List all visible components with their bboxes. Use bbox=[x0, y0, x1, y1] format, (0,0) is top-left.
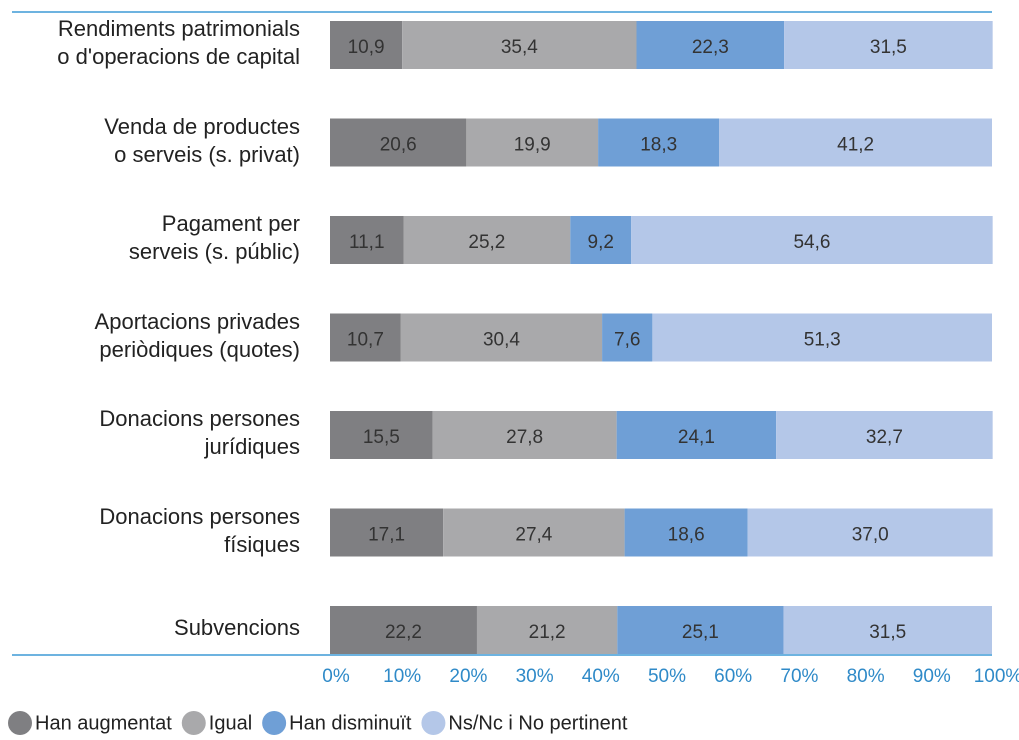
value-label: 31,5 bbox=[870, 37, 907, 58]
bar-segment bbox=[330, 313, 401, 362]
value-label: 22,2 bbox=[385, 622, 422, 643]
bar-segment bbox=[636, 21, 785, 69]
value-label: 31,5 bbox=[869, 622, 906, 643]
bar-segment bbox=[330, 508, 444, 557]
bar-segment bbox=[400, 313, 603, 362]
value-label: 24,1 bbox=[678, 427, 715, 448]
bar-segment bbox=[652, 313, 992, 362]
value-label: 15,5 bbox=[363, 427, 400, 448]
legend-label: Igual bbox=[209, 712, 252, 734]
x-tick-label: 0% bbox=[322, 666, 350, 687]
legend-marker bbox=[421, 711, 446, 735]
legend-label: Han disminuït bbox=[289, 712, 412, 734]
bar-segment bbox=[616, 411, 777, 459]
value-label: 25,1 bbox=[682, 622, 719, 643]
value-label: 18,3 bbox=[640, 135, 677, 156]
value-label: 17,1 bbox=[368, 525, 405, 546]
legend-marker bbox=[8, 711, 32, 735]
x-tick-label: 40% bbox=[582, 666, 620, 687]
bar-segment bbox=[783, 606, 992, 654]
value-label: 37,0 bbox=[852, 525, 889, 546]
category-label: Venda de productes o serveis (s. privat) bbox=[104, 113, 300, 167]
bar-segment bbox=[330, 118, 467, 167]
category-label: Subvencions bbox=[174, 615, 300, 640]
value-label: 18,6 bbox=[668, 525, 705, 546]
bar-segment bbox=[330, 411, 433, 459]
value-label: 10,7 bbox=[347, 330, 384, 351]
category-label: Donacions persones jurídiques bbox=[99, 406, 300, 459]
bar-segment bbox=[432, 411, 617, 459]
bar-segment bbox=[776, 411, 993, 459]
value-label: 19,9 bbox=[514, 135, 551, 156]
value-label: 41,2 bbox=[837, 135, 874, 156]
category-label: Donacions persones físiques bbox=[99, 503, 300, 557]
value-label: 9,2 bbox=[588, 232, 614, 253]
x-tick-label: 70% bbox=[780, 666, 818, 687]
category-label: Aportacions privades periòdiques (quotes… bbox=[94, 308, 300, 362]
x-tick-label: 60% bbox=[714, 666, 752, 687]
value-label: 27,4 bbox=[515, 525, 552, 546]
bar-segment bbox=[330, 216, 404, 264]
value-label: 51,3 bbox=[804, 330, 841, 351]
category-label: Pagament per serveis (s. públic) bbox=[128, 211, 300, 264]
bar-segment bbox=[570, 216, 632, 264]
legend-label: Han augmentat bbox=[35, 712, 172, 734]
value-label: 10,9 bbox=[348, 37, 385, 58]
bar-segment bbox=[403, 216, 571, 264]
legend-marker bbox=[262, 711, 287, 735]
value-label: 20,6 bbox=[380, 135, 417, 156]
bar-segment bbox=[598, 118, 720, 167]
bar-segment bbox=[617, 606, 784, 654]
bar-segment bbox=[330, 606, 477, 654]
value-label: 27,8 bbox=[506, 427, 543, 448]
bar-segment bbox=[402, 21, 637, 69]
x-tick-label: 100% bbox=[974, 666, 1019, 687]
x-tick-label: 30% bbox=[516, 666, 554, 687]
bar-segment bbox=[330, 21, 403, 69]
bar-segment bbox=[747, 508, 993, 557]
bar-segment bbox=[719, 118, 992, 167]
legend-label: Ns/Nc i No pertinent bbox=[448, 712, 627, 734]
x-tick-label: 80% bbox=[847, 666, 885, 687]
bar-segment bbox=[631, 216, 993, 264]
bar-segment bbox=[624, 508, 748, 557]
value-label: 35,4 bbox=[501, 37, 538, 58]
category-label: Rendiments patrimonials o d'operacions d… bbox=[57, 16, 300, 69]
value-label: 30,4 bbox=[483, 330, 520, 351]
value-label: 7,6 bbox=[614, 330, 640, 351]
bar-segment bbox=[466, 118, 599, 167]
value-label: 22,3 bbox=[692, 37, 729, 58]
bar-segment bbox=[443, 508, 625, 557]
value-label: 11,1 bbox=[349, 232, 385, 253]
value-label: 21,2 bbox=[529, 622, 566, 643]
x-tick-label: 90% bbox=[913, 666, 951, 687]
x-tick-label: 20% bbox=[449, 666, 487, 687]
legend-marker bbox=[181, 711, 206, 735]
value-label: 32,7 bbox=[866, 427, 903, 448]
bar-segment bbox=[784, 21, 993, 69]
bar-segment bbox=[602, 313, 653, 362]
value-label: 54,6 bbox=[793, 232, 830, 253]
bar-segment bbox=[476, 606, 618, 654]
x-tick-label: 10% bbox=[383, 666, 421, 687]
value-label: 25,2 bbox=[468, 232, 505, 253]
x-tick-label: 50% bbox=[648, 666, 686, 687]
